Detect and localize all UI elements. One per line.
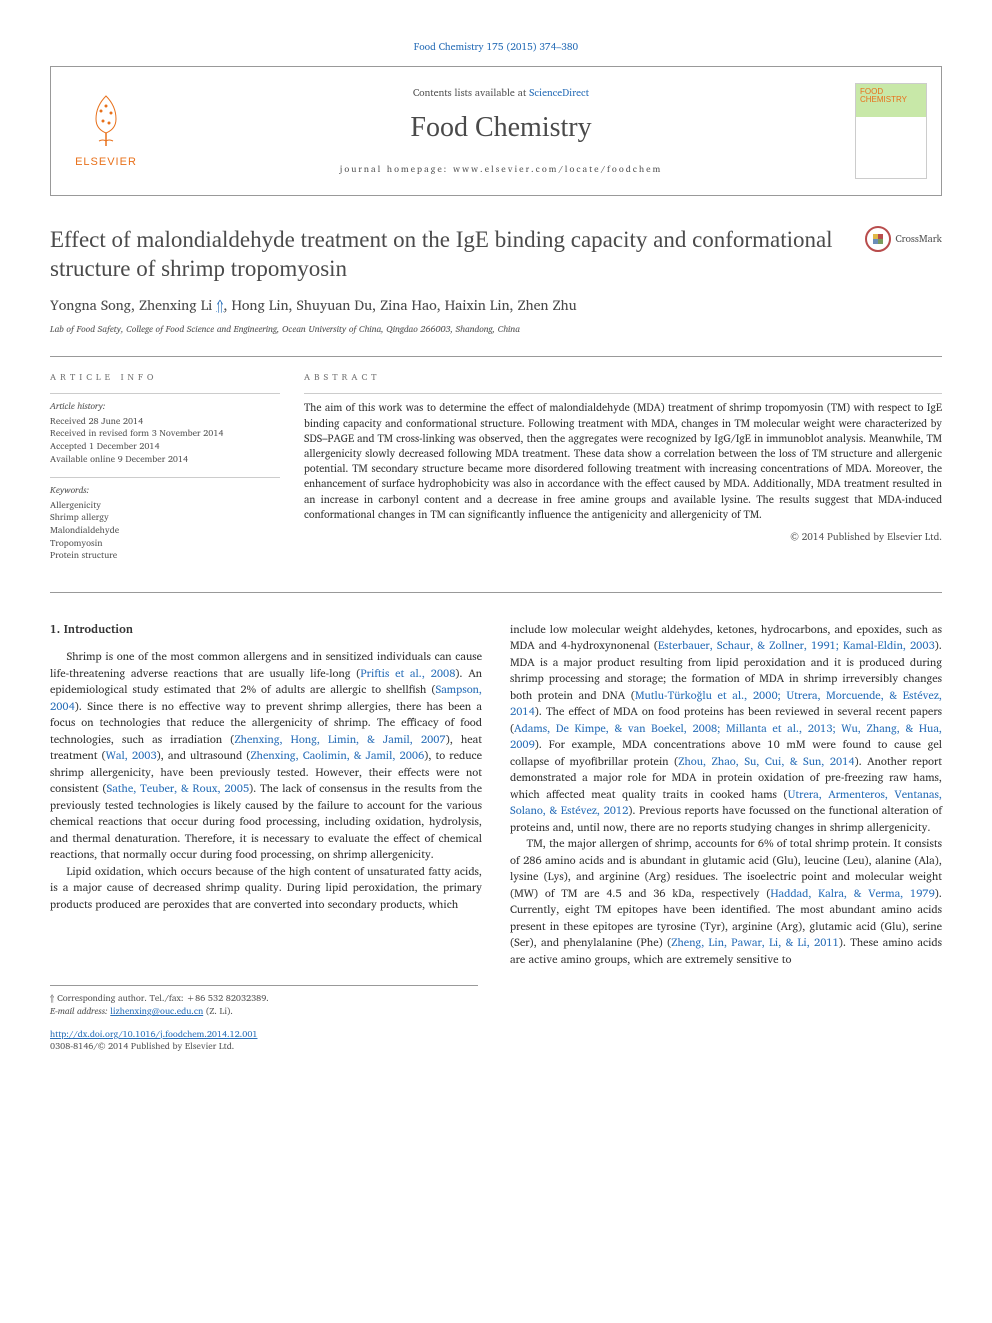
abstract-heading: ABSTRACT — [304, 371, 942, 384]
article-title: Effect of malondialdehyde treatment on t… — [50, 226, 865, 284]
citation-link[interactable]: Haddad, Kalra, & Verma, 1979 — [770, 884, 934, 902]
body-columns: 1. Introduction Shrimp is one of the mos… — [50, 621, 942, 968]
author-list: Yongna Song, Zhenxing Li ⇑, Hong Lin, Sh… — [50, 296, 942, 316]
email-line: E-mail address: lizhenxing@ouc.edu.cn (Z… — [50, 1005, 478, 1018]
body-paragraph: TM, the major allergen of shrimp, accoun… — [510, 835, 942, 967]
body-paragraph: Lipid oxidation, which occurs because of… — [50, 863, 482, 913]
citation-header[interactable]: Food Chemistry 175 (2015) 374–380 — [50, 40, 942, 54]
citation-link[interactable]: Priftis et al., 2008 — [360, 664, 455, 682]
body-column-left: 1. Introduction Shrimp is one of the mos… — [50, 621, 482, 968]
abstract-text: The aim of this work was to determine th… — [304, 400, 942, 522]
title-row: Effect of malondialdehyde treatment on t… — [50, 226, 942, 284]
keywords-block: Keywords: Allergenicity Shrimp allergy M… — [50, 477, 280, 562]
authors-before-corr: Yongna Song, Zhenxing Li — [50, 294, 216, 317]
sciencedirect-link[interactable]: ScienceDirect — [529, 85, 589, 101]
citation-link[interactable]: Wal, 2003 — [106, 746, 157, 764]
meta-abstract-row: ARTICLE INFO Article history: Received 2… — [50, 356, 942, 593]
crossmark-label: CrossMark — [895, 232, 942, 246]
history-line: Available online 9 December 2014 — [50, 453, 280, 466]
abstract-copyright: © 2014 Published by Elsevier Ltd. — [304, 530, 942, 544]
crossmark-badge-icon — [865, 226, 891, 252]
publisher-logo-block[interactable]: ELSEVIER — [51, 67, 161, 195]
article-history-label: Article history: — [50, 400, 280, 413]
issn-copyright-line: 0308-8146/© 2014 Published by Elsevier L… — [50, 1040, 478, 1053]
citation-link[interactable]: Sathe, Teuber, & Roux, 2005 — [106, 779, 249, 797]
citation-link-text: Food Chemistry 175 (2015) 374–380 — [414, 39, 578, 55]
contents-available-line: Contents lists available at ScienceDirec… — [413, 86, 589, 100]
footnote-block: ⇑ Corresponding author. Tel./fax: +86 53… — [50, 985, 478, 1052]
contents-pre: Contents lists available at — [413, 85, 529, 101]
header-center-block: Contents lists available at ScienceDirec… — [161, 67, 841, 195]
journal-cover-block[interactable]: FOOD CHEMISTRY — [841, 67, 941, 195]
journal-homepage-line[interactable]: journal homepage: www.elsevier.com/locat… — [340, 163, 662, 176]
email-label: E-mail address: — [50, 1003, 108, 1018]
journal-cover-thumbnail: FOOD CHEMISTRY — [855, 83, 927, 179]
citation-link[interactable]: Zhou, Zhao, Su, Cui, & Sun, 2014 — [678, 752, 854, 770]
body-paragraph: Shrimp is one of the most common allerge… — [50, 648, 482, 863]
article-info-heading: ARTICLE INFO — [50, 371, 280, 384]
crossmark-widget[interactable]: CrossMark — [865, 226, 942, 252]
citation-link[interactable]: Esterbauer, Schaur, & Zollner, 1991; Kam… — [658, 636, 935, 654]
citation-link[interactable]: Zheng, Lin, Pawar, Li, & Li, 2011 — [671, 933, 839, 951]
abstract-column: ABSTRACT The aim of this work was to det… — [304, 371, 942, 574]
authors-after-corr: , Hong Lin, Shuyuan Du, Zina Hao, Haixin… — [223, 294, 576, 317]
citation-link[interactable]: Zhenxing, Caolimin, & Jamil, 2006 — [250, 746, 424, 764]
publisher-label: ELSEVIER — [75, 155, 137, 170]
citation-link[interactable]: Zhenxing, Hong, Limin, & Jamil, 2007 — [234, 730, 445, 748]
article-info-column: ARTICLE INFO Article history: Received 2… — [50, 371, 280, 574]
email-link[interactable]: lizhenxing@ouc.edu.cn — [110, 1003, 203, 1018]
section-heading: 1. Introduction — [50, 621, 482, 638]
body-column-right: include low molecular weight aldehydes, … — [510, 621, 942, 968]
body-paragraph: include low molecular weight aldehydes, … — [510, 621, 942, 836]
keyword: Protein structure — [50, 549, 280, 562]
email-suffix: (Z. Li). — [203, 1003, 233, 1018]
article-history-block: Article history: Received 28 June 2014 R… — [50, 393, 280, 465]
journal-name: Food Chemistry — [410, 108, 591, 147]
elsevier-tree-icon — [81, 91, 131, 151]
cover-title-line2: CHEMISTRY — [860, 95, 907, 104]
affiliation: Lab of Food Safety, College of Food Scie… — [50, 323, 942, 336]
keywords-label: Keywords: — [50, 484, 280, 497]
journal-header-box: ELSEVIER Contents lists available at Sci… — [50, 66, 942, 196]
